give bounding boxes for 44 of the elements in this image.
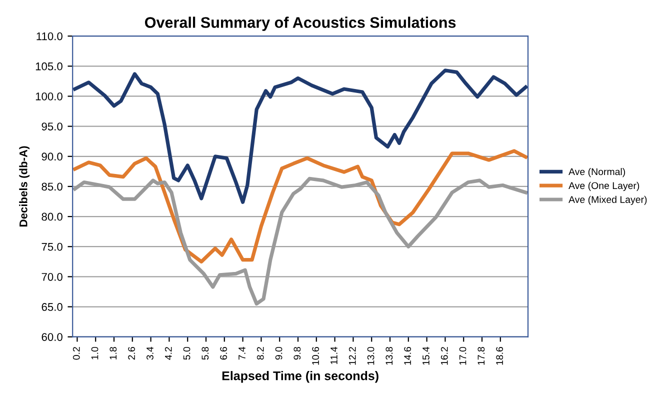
y-tick-label: 85.0 <box>42 182 62 191</box>
x-tick-label: 10.6 <box>312 346 320 365</box>
x-tick-label: 17.8 <box>478 346 485 365</box>
x-tick-label: 14.6 <box>404 346 412 365</box>
x-tick-label: 4.2 <box>164 347 172 360</box>
x-tick-label: 18.6 <box>496 346 504 365</box>
legend-label: Ave (One Layer) <box>568 182 640 191</box>
x-tick-label: 5.0 <box>183 346 190 360</box>
y-tick-label: 95.0 <box>42 122 62 130</box>
line-series <box>73 68 528 204</box>
x-tick-label: 7.4 <box>238 346 246 360</box>
x-tick-label: 1.0 <box>91 346 98 360</box>
x-tick-label: 0.2 <box>72 347 80 360</box>
x-tick-label: 17.0 <box>459 346 466 365</box>
y-tick-label: 70.0 <box>42 272 62 281</box>
line-series <box>73 176 528 306</box>
x-tick-label: 12.2 <box>348 347 356 365</box>
chart-title: Overall Summary of Acoustics Simulations <box>145 16 456 31</box>
x-tick-label: 13.0 <box>367 346 374 365</box>
x-tick-label: 5.8 <box>202 346 209 360</box>
y-tick-label: 90.0 <box>42 152 62 161</box>
y-tick-label: 105.0 <box>36 62 62 70</box>
y-tick-label: 65.0 <box>42 303 62 311</box>
line-series <box>73 149 528 264</box>
x-tick-label: 8.2 <box>256 347 264 360</box>
legend-label: Ave (Mixed Layer) <box>568 196 647 205</box>
x-tick-label: 1.8 <box>110 346 117 360</box>
x-axis-title: Elapsed Time (in seconds) <box>222 371 378 383</box>
x-tick-label: 3.4 <box>146 346 154 360</box>
x-tick-label: 6.6 <box>220 346 228 360</box>
x-tick-label: 2.6 <box>128 346 136 360</box>
x-tick-label: 16.2 <box>440 347 448 365</box>
y-axis-title: Decibels (db-A) <box>19 146 30 226</box>
y-tick-label: 110.0 <box>36 32 62 40</box>
x-tick-label: 9.8 <box>294 346 301 360</box>
x-tick-label: 11.4 <box>330 346 338 364</box>
x-tick-label: 13.8 <box>386 346 393 365</box>
x-tick-label: 9.0 <box>275 346 282 360</box>
x-tick-label: 15.4 <box>422 346 430 365</box>
y-tick-label: 75.0 <box>42 242 62 251</box>
y-tick-label: 100.0 <box>36 92 62 100</box>
y-tick-label: 60.0 <box>42 333 62 341</box>
y-tick-label: 80.0 <box>42 212 62 221</box>
legend-label: Ave (Normal) <box>568 168 626 178</box>
